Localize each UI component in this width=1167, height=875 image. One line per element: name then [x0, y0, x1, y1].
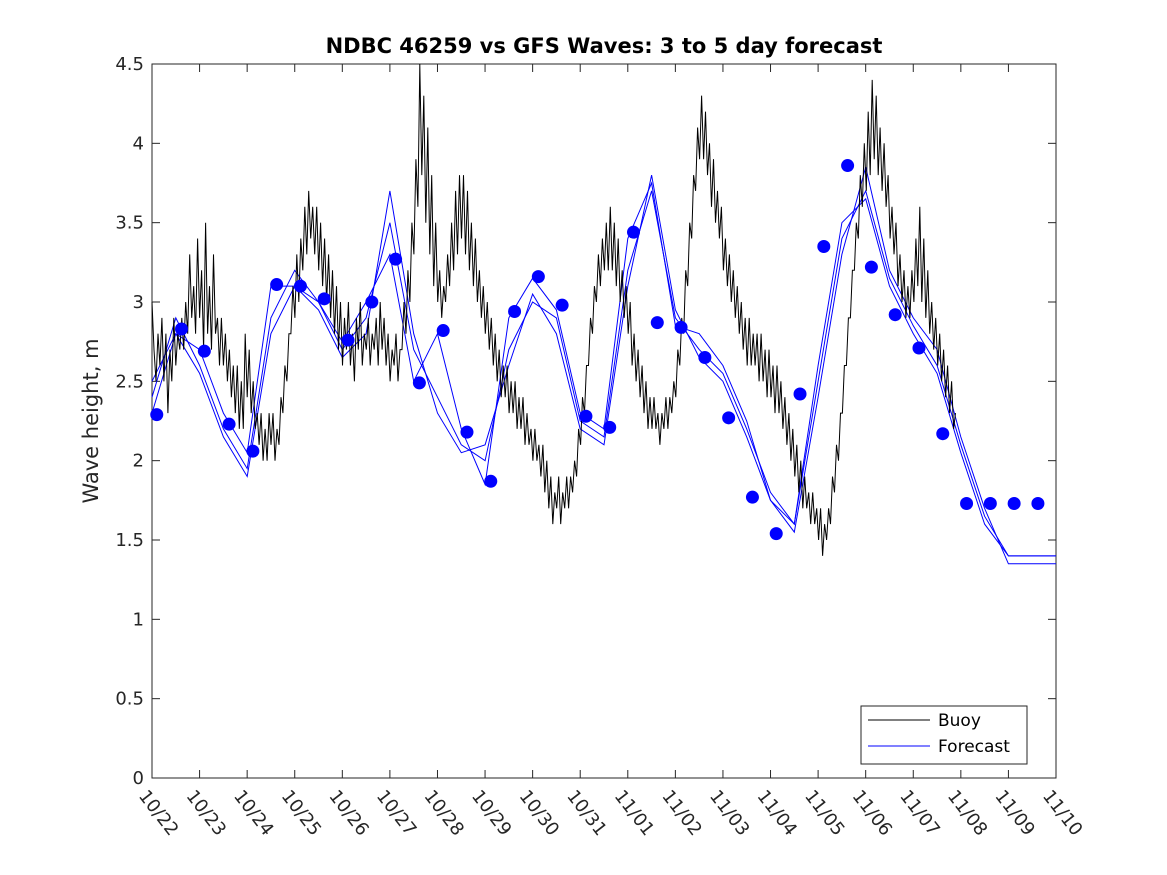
forecast-marker: [769, 527, 783, 541]
y-tick-label: 3.5: [115, 213, 144, 234]
forecast-marker: [508, 305, 522, 319]
forecast-marker: [983, 497, 997, 511]
forecast-marker: [745, 490, 759, 504]
forecast-marker: [936, 427, 950, 441]
y-tick-label: 4: [133, 133, 144, 154]
plot-area: [151, 63, 1057, 779]
forecast-marker: [888, 308, 902, 322]
forecast-marker: [698, 351, 712, 365]
forecast-marker: [531, 270, 545, 284]
forecast-marker: [674, 320, 688, 334]
forecast-marker: [555, 298, 569, 312]
forecast-marker: [436, 324, 450, 338]
y-axis: 0 0.5 1 1.5 2 2.5 3 3.5 4 4.5: [115, 54, 1056, 789]
forecast-marker: [603, 420, 617, 434]
forecast-marker: [484, 474, 498, 488]
marker-group: [150, 159, 1045, 541]
forecast-marker: [817, 239, 831, 253]
forecast-marker: [460, 425, 474, 439]
forecast-marker: [389, 252, 403, 266]
legend-buoy-label: Buoy: [938, 711, 981, 731]
forecast-marker: [150, 408, 164, 422]
forecast-marker: [293, 279, 307, 293]
forecast-marker: [841, 159, 855, 173]
y-tick-label: 4.5: [115, 54, 144, 75]
y-tick-label: 2.5: [115, 371, 144, 392]
legend-box: [860, 705, 1028, 765]
legend: Buoy Forecast: [860, 705, 1028, 765]
forecast-marker: [341, 333, 355, 347]
buoy-line: [151, 63, 956, 556]
forecast-marker: [222, 417, 236, 431]
forecast-marker: [174, 322, 188, 336]
forecast-marker: [1007, 497, 1021, 511]
y-tick-label: 3: [133, 292, 144, 313]
y-tick-label: 1: [133, 609, 144, 630]
forecast-marker: [793, 387, 807, 401]
forecast-marker: [412, 376, 426, 390]
chart-title: NDBC 46259 vs GFS Waves: 3 to 5 day fore…: [326, 34, 883, 58]
forecast-marker: [365, 295, 379, 309]
legend-forecast-label: Forecast: [938, 737, 1010, 757]
y-tick-label: 1.5: [115, 530, 144, 551]
forecast-marker: [960, 497, 974, 511]
forecast-marker: [722, 411, 736, 425]
forecast-line: [151, 174, 1056, 557]
y-tick-label: 0: [133, 768, 144, 789]
y-axis-label: Wave height, m: [79, 338, 103, 503]
forecast-marker: [197, 344, 211, 358]
y-tick-label: 2: [133, 451, 144, 472]
y-tick-label: 0.5: [115, 689, 144, 710]
forecast-marker: [626, 225, 640, 239]
forecast-marker: [864, 260, 878, 274]
forecast-marker: [246, 444, 260, 458]
forecast-marker: [317, 292, 331, 306]
forecast-marker: [650, 316, 664, 330]
forecast-marker: [270, 278, 284, 292]
forecast-marker: [1031, 497, 1045, 511]
forecast-marker: [579, 409, 593, 423]
forecast-marker: [912, 341, 926, 355]
